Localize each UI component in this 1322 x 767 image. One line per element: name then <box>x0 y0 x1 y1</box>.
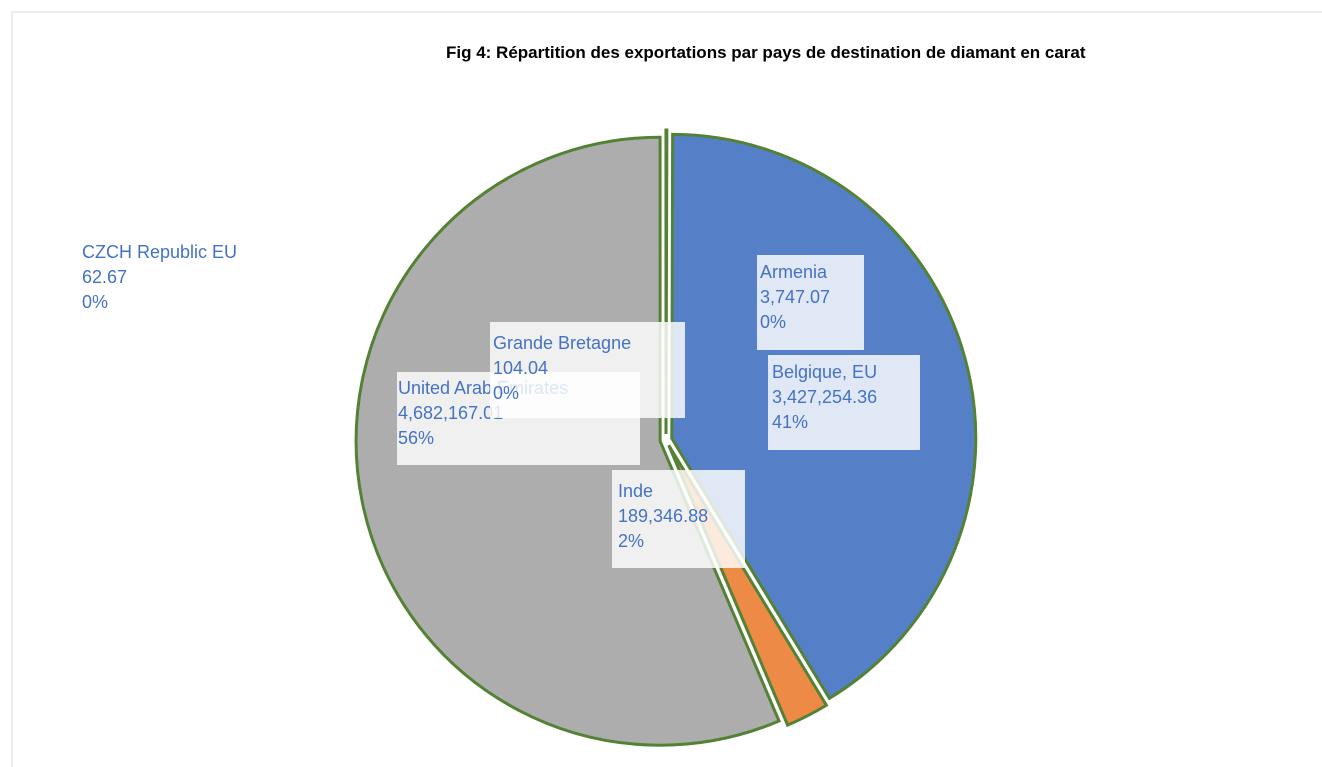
label-background <box>757 255 864 350</box>
data-label-category: Grande Bretagne <box>493 333 631 353</box>
data-label-value: 3,747.07 <box>760 287 830 307</box>
data-label-percent: 0% <box>760 312 786 332</box>
data-label-percent: 56% <box>398 428 434 448</box>
label-background <box>612 470 745 568</box>
data-label-category: Belgique, EU <box>772 362 877 382</box>
data-labels: Armenia 3,747.07 0% Belgique, EU 3,427,254.3… <box>82 242 920 568</box>
data-label-percent: 0% <box>493 383 519 403</box>
data-label-percent: 41% <box>772 412 808 432</box>
data-label-percent: 2% <box>618 531 644 551</box>
data-label-value: 189,346.88 <box>618 506 708 526</box>
label-background <box>768 355 920 450</box>
data-label-category: Inde <box>618 481 653 501</box>
data-label-value: 4,682,167.01 <box>398 403 503 423</box>
data-label-percent: 0% <box>82 292 108 312</box>
chart-title: Fig 4: Répartition des exportations par … <box>446 43 1086 62</box>
data-label-category: CZCH Republic EU <box>82 242 237 262</box>
data-label-value: 62.67 <box>82 267 127 287</box>
data-label-value: 3,427,254.36 <box>772 387 877 407</box>
data-label-category: Armenia <box>760 262 828 282</box>
label-background <box>490 322 685 418</box>
data-label-value: 104.04 <box>493 358 548 378</box>
